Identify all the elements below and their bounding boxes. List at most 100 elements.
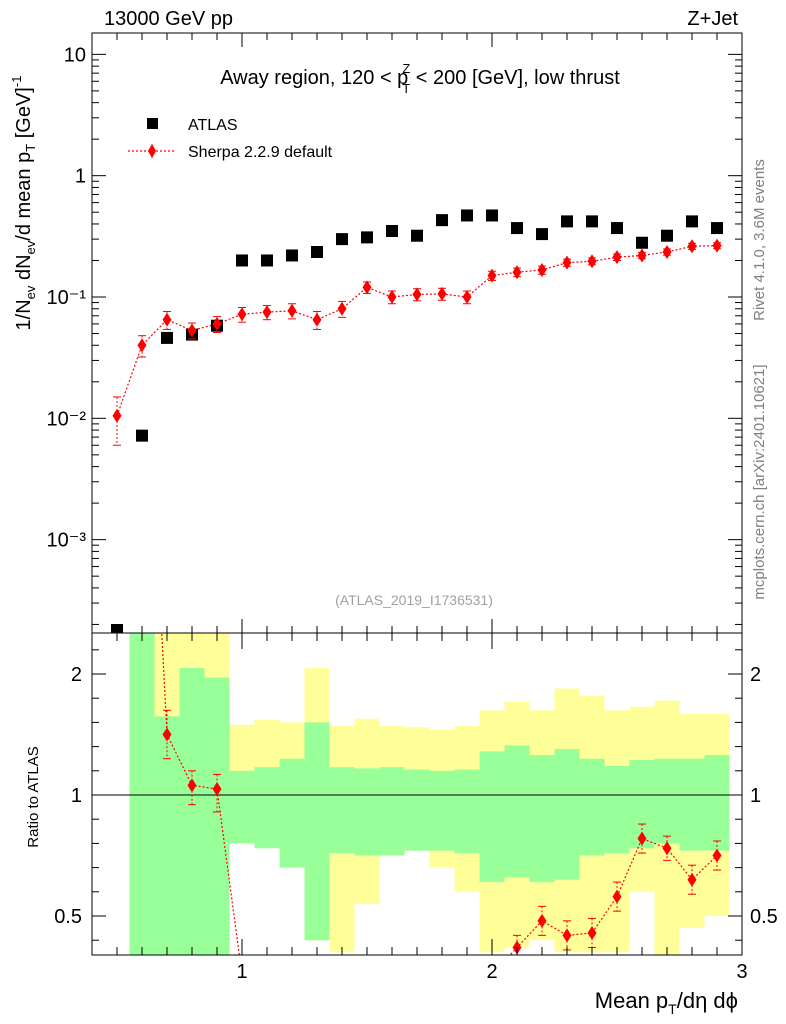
atlas-data-point — [311, 245, 323, 258]
main-title: Away region, 120 < pZ T < 200 [GeV], low … — [220, 61, 620, 96]
sherpa-data-point — [387, 290, 397, 305]
ratio-y-tick-label: 2 — [71, 664, 82, 686]
ratio-inner-band — [679, 758, 705, 851]
atlas-data-point — [711, 222, 723, 235]
sherpa-data-point — [112, 408, 122, 423]
ratio-inner-band — [379, 767, 405, 856]
ratio-inner-band — [304, 722, 330, 941]
ratio-sherpa-point — [612, 889, 622, 904]
ratio-sherpa-point — [687, 872, 697, 887]
sherpa-data-point — [412, 287, 422, 302]
ratio-sherpa-point — [212, 781, 222, 796]
ratio-y-tick-label: 0.5 — [54, 906, 82, 928]
atlas-data-point — [236, 254, 248, 267]
ratio-inner-band — [479, 751, 505, 883]
ratio-sherpa-point — [662, 841, 672, 856]
main-y-tick-label: 1 — [75, 166, 86, 188]
ratio-y-tick-label-right: 0.5 — [750, 906, 778, 928]
ratio-inner-band — [529, 755, 555, 883]
legend-atlas-marker — [147, 118, 158, 129]
atlas-data-point — [536, 228, 548, 241]
ratio-plot-marks — [161, 633, 722, 955]
analysis-reference: (ATLAS_2019_I1736531) — [335, 592, 493, 608]
x-axis-label-part-b: /dη dϕ — [677, 988, 738, 1013]
ratio-uncertainty-bands — [129, 633, 730, 955]
sherpa-data-point — [587, 254, 597, 269]
atlas-data-point — [636, 236, 648, 249]
ratio-sherpa-point — [187, 778, 197, 793]
sherpa-data-point — [212, 316, 222, 331]
main-plot-marks — [111, 209, 723, 633]
ratio-inner-band — [404, 769, 430, 851]
sherpa-data-point — [537, 262, 547, 277]
ratio-inner-band — [554, 749, 580, 880]
ratio-sherpa-line — [509, 837, 718, 955]
legend-sherpa-marker — [148, 144, 156, 158]
main-title-part-a: Away region, 120 < p — [220, 67, 408, 89]
x-tick-label: 1 — [236, 961, 247, 983]
atlas-data-point — [386, 224, 398, 237]
ratio-inner-band — [704, 755, 730, 851]
atlas-data-point — [411, 229, 423, 242]
atlas-data-point — [111, 623, 123, 633]
atlas-data-point — [161, 331, 173, 344]
ratio-inner-band — [129, 633, 155, 955]
sherpa-data-point — [137, 338, 147, 353]
sherpa-data-point — [462, 290, 472, 305]
ratio-inner-band — [154, 716, 180, 955]
atlas-data-point — [561, 215, 573, 228]
x-axis-label: Mean pT/dη dϕ — [595, 988, 738, 1017]
sherpa-data-point — [187, 323, 197, 338]
ratio-sherpa-point — [587, 925, 597, 940]
ratio-sherpa-point — [562, 928, 572, 943]
atlas-data-point — [586, 215, 598, 228]
atlas-data-point — [611, 222, 623, 235]
ratio-inner-band — [429, 770, 455, 851]
ratio-inner-band — [229, 770, 255, 844]
atlas-data-point — [486, 209, 498, 222]
header-energy-label: 13000 GeV pp — [104, 8, 233, 30]
ratio-inner-band — [179, 667, 205, 955]
atlas-data-point — [686, 215, 698, 228]
ratio-x-tick-labels: 1 2 3 — [236, 961, 747, 983]
legend: ATLAS Sherpa 2.2.9 default — [128, 117, 333, 161]
ratio-inner-band — [354, 768, 380, 856]
legend-sherpa-label: Sherpa 2.2.9 default — [188, 144, 333, 161]
x-axis-label-sub: T — [668, 1001, 677, 1017]
main-y-axis-label: 1/Nev dNev/d mean pT [GeV]-1 — [9, 76, 38, 331]
ratio-inner-band — [254, 767, 280, 849]
sherpa-data-point — [612, 250, 622, 265]
atlas-data-point — [461, 209, 473, 222]
ratio-y-axis-label: Ratio to ATLAS — [25, 746, 42, 847]
atlas-data-point — [336, 233, 348, 246]
main-y-tick-label: 10⁻¹ — [47, 287, 87, 309]
atlas-data-point — [261, 254, 273, 267]
main-title-part-b: < 200 [GeV], low thrust — [410, 67, 620, 89]
sherpa-data-point — [237, 307, 247, 322]
atlas-data-point — [661, 229, 673, 242]
ratio-inner-band — [654, 758, 680, 844]
ratio-inner-band — [204, 677, 230, 955]
sherpa-data-point — [287, 303, 297, 318]
ratio-inner-band — [279, 758, 305, 868]
ratio-plot-frame — [91, 632, 743, 956]
sherpa-data-point — [487, 268, 497, 283]
ratio-y-tick-label-right: 1 — [750, 785, 761, 807]
main-y-tick-label: 10⁻² — [47, 408, 87, 430]
main-y-tick-label: 10 — [64, 44, 86, 66]
sherpa-data-point — [362, 280, 372, 295]
sherpa-data-point — [512, 265, 522, 280]
ratio-y-tick-label-right: 2 — [750, 664, 761, 686]
header-process-label: Z+Jet — [687, 8, 738, 30]
sherpa-data-point — [262, 305, 272, 320]
ratio-inner-band — [329, 767, 355, 854]
ratio-inner-band — [454, 769, 480, 854]
ratio-y-tick-labels: 2 2 1 1 0.5 0.5 — [54, 664, 778, 928]
legend-atlas-label: ATLAS — [188, 117, 238, 134]
rivet-version-label: Rivet 4.1.0, 3.6M events — [751, 159, 768, 321]
ratio-sherpa-point — [537, 913, 547, 928]
sherpa-data-point — [162, 312, 172, 327]
ratio-sherpa-point — [162, 727, 172, 742]
main-title-sup: Z — [402, 61, 410, 76]
